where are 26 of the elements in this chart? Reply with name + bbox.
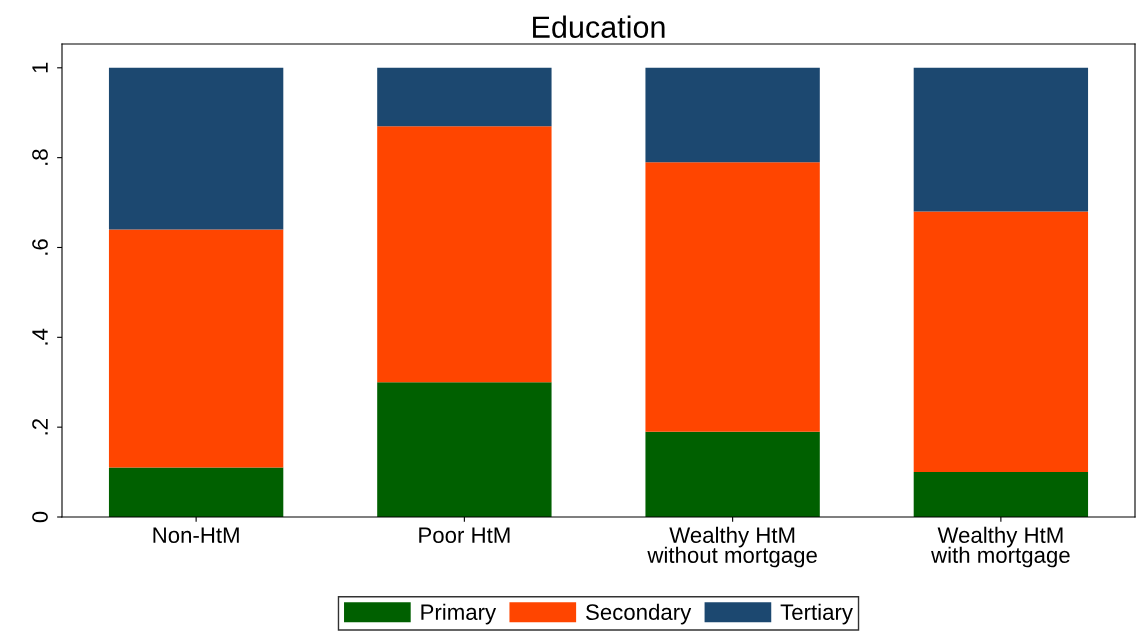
bar bbox=[913, 472, 1089, 517]
bar bbox=[108, 229, 284, 468]
x-tick-label: Wealthy HtM without mortgage bbox=[647, 526, 817, 568]
bar bbox=[108, 467, 284, 517]
bar bbox=[913, 67, 1089, 212]
bar bbox=[377, 126, 552, 383]
legend-label: Tertiary bbox=[780, 603, 853, 625]
y-tick-label: 0 bbox=[32, 511, 48, 523]
bar bbox=[377, 67, 552, 127]
y-tick-label: 1 bbox=[32, 62, 48, 73]
y-tick-label: .2 bbox=[32, 419, 48, 435]
x-tick-label: Non-HtM bbox=[153, 527, 239, 544]
bar bbox=[645, 431, 820, 517]
bar bbox=[377, 382, 552, 517]
bar bbox=[108, 67, 284, 230]
y-tick-label: .8 bbox=[32, 149, 48, 165]
chart-title: Education bbox=[533, 15, 665, 38]
x-tick-label: Poor HtM bbox=[419, 527, 510, 544]
legend-label: Secondary bbox=[586, 603, 692, 625]
bar bbox=[645, 67, 820, 163]
y-tick-label: .4 bbox=[32, 328, 48, 345]
y-tick-label: .6 bbox=[32, 239, 48, 255]
bar bbox=[645, 162, 820, 432]
x-tick-label: Wealthy HtM with mortgage bbox=[931, 526, 1070, 568]
bar bbox=[913, 211, 1089, 473]
legend-label: Primary bbox=[421, 603, 497, 625]
